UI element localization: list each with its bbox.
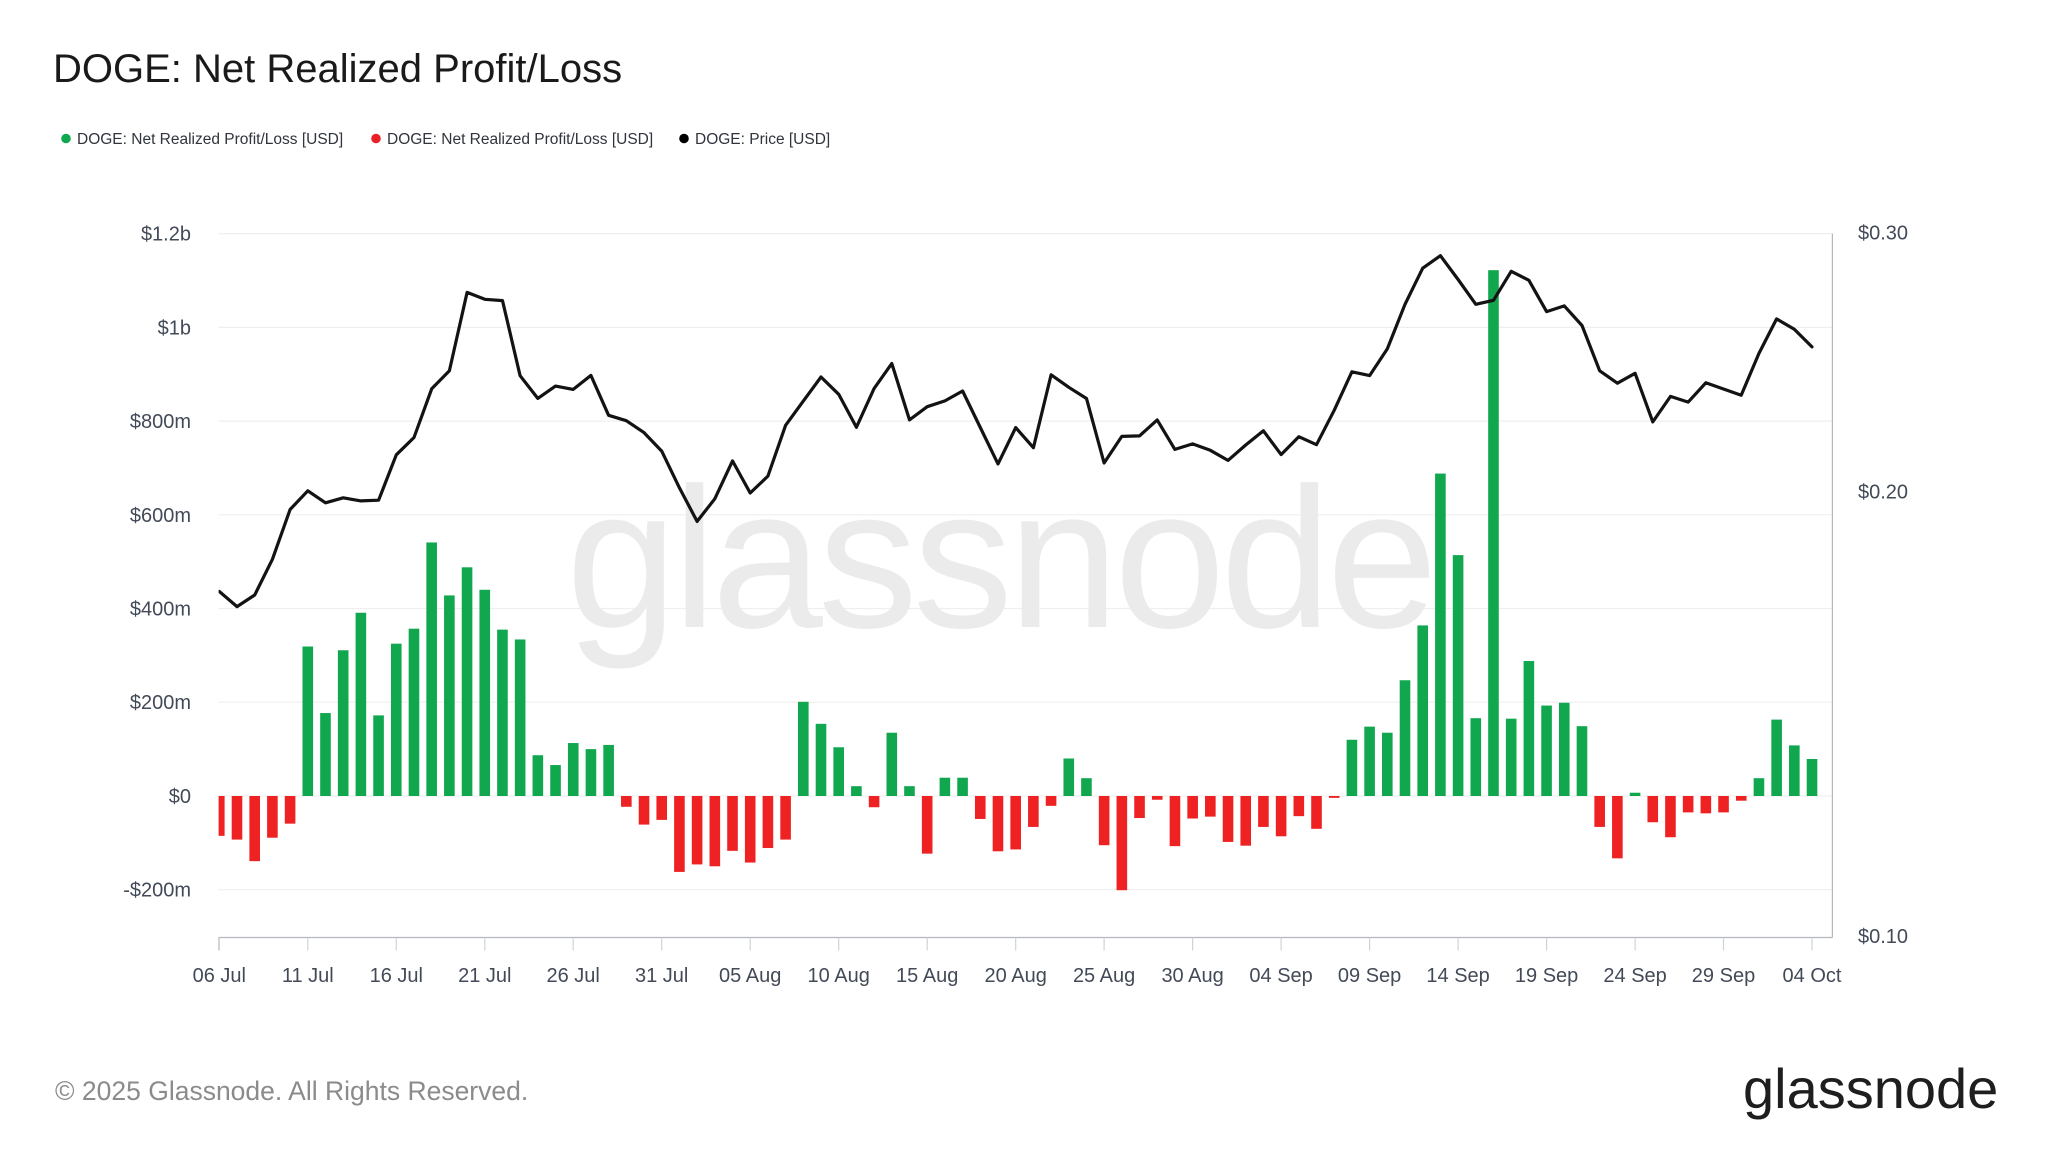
svg-text:04 Oct: 04 Oct (1783, 965, 1842, 987)
svg-text:25 Aug: 25 Aug (1073, 965, 1135, 987)
svg-text:24 Sep: 24 Sep (1603, 965, 1666, 987)
svg-text:16 Jul: 16 Jul (370, 965, 423, 987)
svg-text:$600m: $600m (130, 505, 191, 527)
svg-text:-$200m: -$200m (123, 880, 191, 902)
svg-text:21 Jul: 21 Jul (458, 965, 511, 987)
svg-text:29 Sep: 29 Sep (1692, 965, 1755, 987)
svg-text:11 Jul: 11 Jul (282, 965, 334, 987)
svg-text:$200m: $200m (130, 692, 191, 714)
svg-text:$0: $0 (169, 786, 191, 808)
svg-text:09 Sep: 09 Sep (1338, 965, 1401, 987)
svg-text:$400m: $400m (130, 599, 191, 621)
svg-text:DOGE: Price [USD]: DOGE: Price [USD] (695, 131, 830, 148)
svg-text:DOGE: Net Realized Profit/Loss: DOGE: Net Realized Profit/Loss (53, 47, 622, 91)
svg-text:$0.10: $0.10 (1858, 926, 1908, 948)
svg-text:05 Aug: 05 Aug (719, 965, 781, 987)
svg-text:$800m: $800m (130, 411, 191, 433)
svg-text:19 Sep: 19 Sep (1515, 965, 1578, 987)
svg-text:$0.30: $0.30 (1858, 223, 1908, 245)
svg-text:$0.20: $0.20 (1858, 481, 1908, 503)
svg-text:10 Aug: 10 Aug (808, 965, 870, 987)
svg-text:DOGE: Net Realized Profit/Loss: DOGE: Net Realized Profit/Loss [USD] (77, 131, 343, 148)
svg-text:glassnode: glassnode (1743, 1057, 1998, 1120)
svg-text:14 Sep: 14 Sep (1426, 965, 1489, 987)
svg-text:$1.2b: $1.2b (141, 224, 191, 246)
svg-text:$1b: $1b (158, 317, 191, 339)
svg-text:31 Jul: 31 Jul (635, 965, 688, 987)
svg-text:© 2025 Glassnode. All Rights R: © 2025 Glassnode. All Rights Reserved. (55, 1076, 528, 1106)
svg-text:glassnode: glassnode (566, 447, 1433, 670)
svg-text:DOGE: Net Realized Profit/Loss: DOGE: Net Realized Profit/Loss [USD] (387, 131, 653, 148)
svg-text:26 Jul: 26 Jul (547, 965, 600, 987)
svg-text:30 Aug: 30 Aug (1161, 965, 1223, 987)
svg-text:15 Aug: 15 Aug (896, 965, 958, 987)
svg-text:20 Aug: 20 Aug (985, 965, 1047, 987)
svg-text:06 Jul: 06 Jul (193, 965, 246, 987)
svg-text:04 Sep: 04 Sep (1249, 965, 1312, 987)
